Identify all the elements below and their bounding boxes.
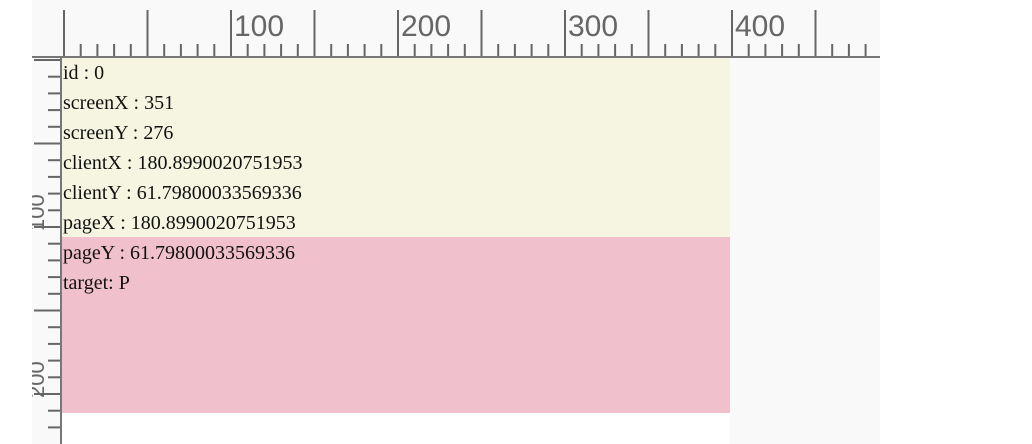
event-key: screenX <box>63 92 129 114</box>
ruler-top-label: 200 <box>401 10 451 43</box>
event-key: clientX <box>63 152 122 174</box>
event-key: pageX <box>63 212 116 234</box>
event-value: 0 <box>94 62 105 84</box>
event-value: 276 <box>143 122 174 144</box>
event-line-screeny: screenY : 276 <box>62 118 302 148</box>
event-value: P <box>118 272 130 294</box>
side-panel <box>730 58 880 444</box>
event-key: clientY <box>63 182 122 204</box>
event-separator: : <box>128 92 145 114</box>
event-separator: : <box>108 272 119 294</box>
ruler-top-label: 100 <box>234 10 284 43</box>
event-value: 61.79800033569336 <box>136 182 302 204</box>
ruler-top-label: 400 <box>735 10 785 43</box>
event-info-list: id : 0 screenX : 351 screenY : 276 clien… <box>62 58 302 298</box>
event-separator: : <box>121 152 138 174</box>
event-line-screenx: screenX : 351 <box>62 88 302 118</box>
event-line-pagex: pageX : 180.8990020751953 <box>62 208 302 238</box>
ruler-top-label: 300 <box>568 10 618 43</box>
event-separator: : <box>121 182 137 204</box>
upper-box[interactable] <box>62 58 730 237</box>
event-key: screenY <box>63 122 128 144</box>
event-line-id: id : 0 <box>62 58 302 88</box>
event-separator: : <box>78 62 95 84</box>
event-separator: : <box>115 212 131 234</box>
event-separator: : <box>114 242 131 264</box>
event-key: pageY <box>63 242 115 264</box>
event-line-target: target: P <box>62 268 302 298</box>
event-value: 61.79800033569336 <box>130 242 296 264</box>
page-content: id : 0 screenX : 351 screenY : 276 clien… <box>62 58 730 444</box>
vertical-ruler: 100 200 <box>32 58 62 444</box>
horizontal-ruler: 100 200 300 400 <box>32 0 880 58</box>
event-value: 180.8990020751953 <box>137 152 303 174</box>
ruler-left-label: 100 <box>32 194 49 231</box>
event-line-pagey: pageY : 61.79800033569336 <box>62 238 302 268</box>
event-value: 351 <box>144 92 175 114</box>
event-value: 180.8990020751953 <box>130 212 296 234</box>
horizontal-ruler-scale: 100 200 300 400 <box>63 10 867 56</box>
event-key: target <box>63 272 109 294</box>
event-line-clientx: clientX : 180.8990020751953 <box>62 148 302 178</box>
event-line-clienty: clientY : 61.79800033569336 <box>62 178 302 208</box>
event-separator: : <box>127 122 144 144</box>
page-margin <box>0 0 32 444</box>
vertical-ruler-scale: 100 200 <box>32 59 60 429</box>
event-key: id <box>63 62 79 84</box>
ruler-left-label: 200 <box>32 361 49 398</box>
target-paragraph-box[interactable] <box>62 237 730 413</box>
